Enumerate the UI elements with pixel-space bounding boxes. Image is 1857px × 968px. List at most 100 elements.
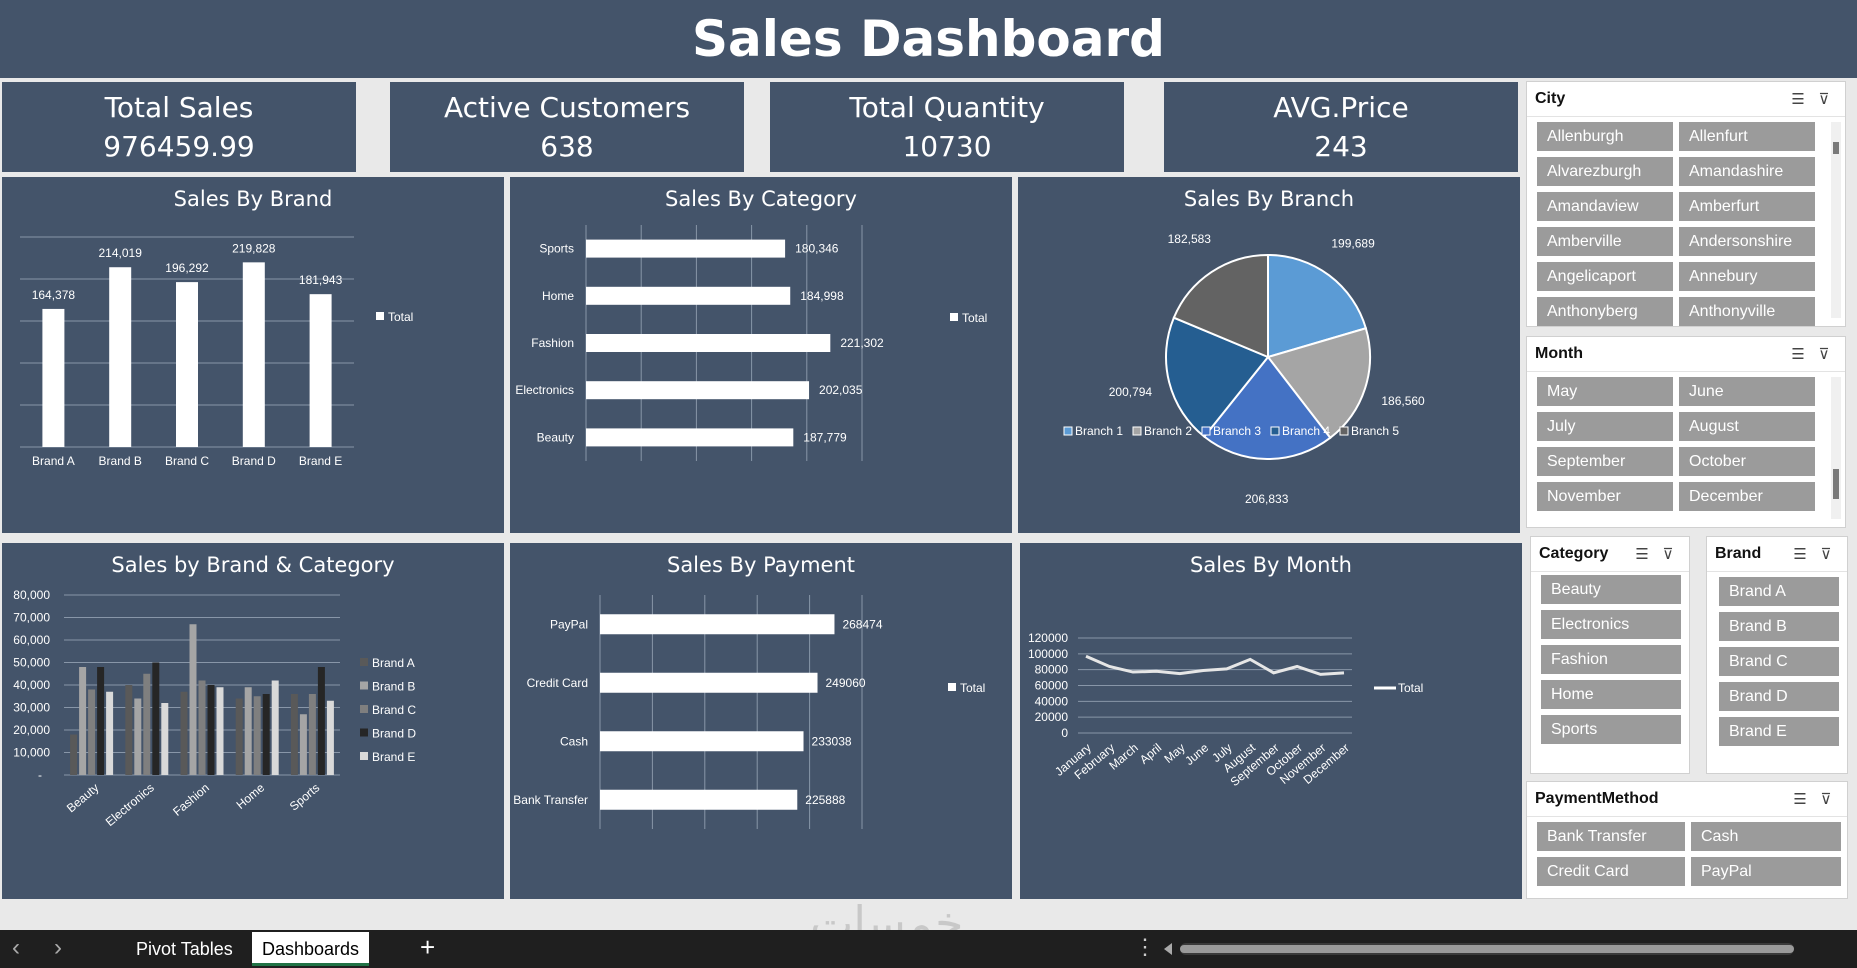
slicer-scrollbar[interactable] xyxy=(1831,122,1841,318)
slicer-item[interactable]: Alvarezburgh xyxy=(1537,157,1673,186)
bar xyxy=(586,239,786,258)
tick-label: Sports xyxy=(287,781,323,814)
slicer-item[interactable]: Allenfurt xyxy=(1679,122,1815,151)
data-label: 181,943 xyxy=(299,273,343,287)
slicer-item[interactable]: PayPal xyxy=(1691,857,1841,886)
data-label: 182,583 xyxy=(1168,232,1212,246)
data-label: 202,035 xyxy=(819,383,863,397)
multi-select-icon[interactable]: ☰ xyxy=(1791,91,1805,108)
slicer-item[interactable]: Amberville xyxy=(1537,227,1673,256)
slicer-item[interactable]: Brand C xyxy=(1719,647,1839,676)
slicer-item[interactable]: November xyxy=(1537,482,1673,511)
clear-filter-icon[interactable]: ⊽ xyxy=(1818,91,1830,108)
slicer-item[interactable]: Credit Card xyxy=(1537,857,1685,886)
kpi-value: 10730 xyxy=(902,130,992,163)
more-options-icon[interactable]: ⋮ xyxy=(1134,934,1156,959)
pie-slice xyxy=(1202,355,1332,460)
legend-label: Brand B xyxy=(372,680,415,694)
slicer-item[interactable]: Brand D xyxy=(1719,682,1839,711)
scrollbar-thumb[interactable] xyxy=(1180,945,1794,953)
legend-label: Brand E xyxy=(372,750,415,764)
legend-label: Total xyxy=(388,310,413,324)
tick-label: 0 xyxy=(1061,726,1068,740)
add-sheet-button[interactable]: + xyxy=(420,932,436,962)
slicer-item[interactable]: Fashion xyxy=(1541,645,1681,674)
tick-label: Brand D xyxy=(232,454,276,468)
slicer-month: Month ☰ ⊽ May June July August September Octo… xyxy=(1526,336,1846,528)
slicer-item[interactable]: October xyxy=(1679,447,1815,476)
slicer-item[interactable]: Sports xyxy=(1541,715,1681,744)
legend-swatch xyxy=(360,752,368,760)
slicer-item[interactable]: Bank Transfer xyxy=(1537,822,1685,851)
slicer-item[interactable]: Beauty xyxy=(1541,575,1681,604)
kpi-value: 638 xyxy=(540,130,594,163)
slicer-item[interactable]: Home xyxy=(1541,680,1681,709)
tick-label: 30,000 xyxy=(13,701,50,715)
multi-select-icon[interactable]: ☰ xyxy=(1791,346,1805,363)
bar xyxy=(308,694,316,775)
chart-sales-by-month[interactable]: Sales By Month 0 20000 40000 60000 80000 1000… xyxy=(1020,543,1522,899)
clear-filter-icon[interactable]: ⊽ xyxy=(1820,791,1832,808)
multi-select-icon[interactable]: ☰ xyxy=(1635,546,1649,563)
slicer-item[interactable]: Amberfurt xyxy=(1679,192,1815,221)
slicer-item[interactable]: Angelicaport xyxy=(1537,262,1673,291)
legend-swatch xyxy=(1270,426,1280,436)
tab-pivot-tables[interactable]: Pivot Tables xyxy=(136,939,233,959)
chart-sales-by-branch[interactable]: Sales By Branch 199,689 186,560 206,833 200… xyxy=(1018,177,1520,533)
multi-select-icon[interactable]: ☰ xyxy=(1793,546,1807,563)
tick-label: Home xyxy=(234,780,268,812)
multi-select-icon[interactable]: ☰ xyxy=(1793,791,1807,808)
data-label: 199,689 xyxy=(1331,236,1375,250)
chart-sales-by-category[interactable]: Sales By Category Sports 180,346 Home 184,9… xyxy=(510,177,1012,533)
slicer-item[interactable]: Brand B xyxy=(1719,612,1839,641)
slicer-item[interactable]: December xyxy=(1679,482,1815,511)
data-label: 249060 xyxy=(826,676,866,690)
chart-sales-by-payment[interactable]: Sales By Payment PayPal 268474 Credit Card… xyxy=(510,543,1012,899)
slicer-item[interactable]: Electronics xyxy=(1541,610,1681,639)
tick-label: - xyxy=(38,768,42,782)
slicer-city: City ☰ ⊽ Allenburgh Allenfurt Alvarezburgh… xyxy=(1526,81,1846,327)
slicer-item[interactable]: August xyxy=(1679,412,1815,441)
bar xyxy=(97,667,105,775)
tick-label: Bank Transfer xyxy=(513,793,588,807)
slicer-item[interactable]: Anthonyville xyxy=(1679,297,1815,326)
legend-swatch xyxy=(1063,426,1073,436)
slicer-item[interactable]: May xyxy=(1537,377,1673,406)
slicer-item[interactable]: Allenburgh xyxy=(1537,122,1673,151)
tick-label: 70,000 xyxy=(13,611,50,625)
slicer-item[interactable]: Amandaview xyxy=(1537,192,1673,221)
slicer-item[interactable]: Brand E xyxy=(1719,717,1839,746)
chart-title: Sales By Payment xyxy=(666,553,855,577)
kpi-value: 976459.99 xyxy=(103,130,255,163)
sheet-tab-bar: ‹ › Pivot Tables Dashboards + ⋮ xyxy=(0,930,1857,968)
clear-filter-icon[interactable]: ⊽ xyxy=(1818,346,1830,363)
slicer-item[interactable]: June xyxy=(1679,377,1815,406)
slicer-scrollbar[interactable] xyxy=(1831,377,1841,519)
clear-filter-icon[interactable]: ⊽ xyxy=(1662,546,1674,563)
tick-label: April xyxy=(1137,741,1164,767)
next-sheet-icon[interactable]: › xyxy=(54,934,62,961)
legend-swatch xyxy=(376,312,384,320)
slicer-item[interactable]: September xyxy=(1537,447,1673,476)
bar xyxy=(262,694,270,775)
slicer-item[interactable]: Cash xyxy=(1691,822,1841,851)
clear-filter-icon[interactable]: ⊽ xyxy=(1820,546,1832,563)
data-label: 200,794 xyxy=(1109,385,1153,399)
bar xyxy=(42,308,65,447)
slicer-item[interactable]: Annebury xyxy=(1679,262,1815,291)
chart-sales-by-brand-category[interactable]: Sales by Brand & Category - 10,000 20,000 3… xyxy=(2,543,504,899)
data-label: 164,378 xyxy=(32,288,76,302)
horizontal-scrollbar[interactable] xyxy=(1180,943,1794,955)
scroll-left-icon[interactable] xyxy=(1164,943,1172,955)
slicer-item[interactable]: Andersonshire xyxy=(1679,227,1815,256)
kpi-label: Active Customers xyxy=(443,91,691,124)
slicer-item[interactable]: Brand A xyxy=(1719,577,1839,606)
tick-label: 60,000 xyxy=(13,633,50,647)
slicer-item[interactable]: Anthonyberg xyxy=(1537,297,1673,326)
slicer-items: May June July August September October Novembe… xyxy=(1537,377,1815,511)
tab-dashboards[interactable]: Dashboards xyxy=(252,932,370,966)
chart-sales-by-brand[interactable]: Sales By Brand 164,378 Brand A 214,019 Bran… xyxy=(2,177,504,533)
prev-sheet-icon[interactable]: ‹ xyxy=(12,934,20,961)
slicer-item[interactable]: July xyxy=(1537,412,1673,441)
slicer-item[interactable]: Amandashire xyxy=(1679,157,1815,186)
